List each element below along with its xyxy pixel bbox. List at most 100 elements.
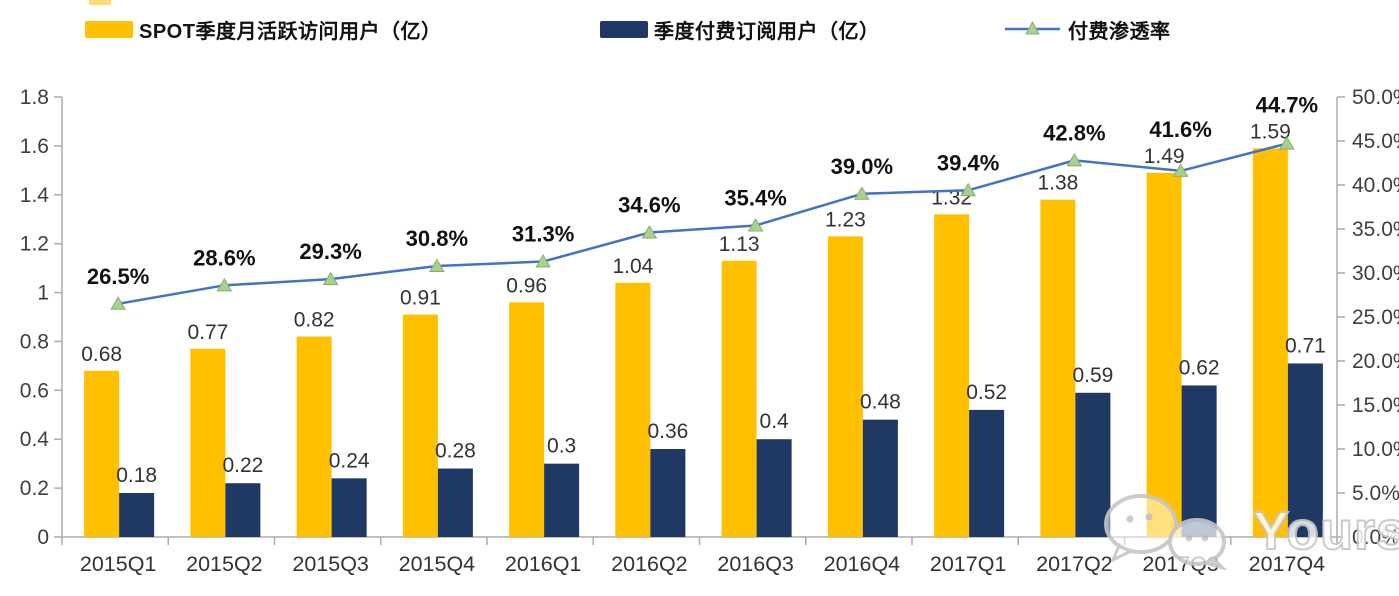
subs-bar-swatch	[600, 20, 648, 38]
legend-label-penetration: 付费渗透率	[1068, 20, 1171, 43]
subs-bar	[862, 419, 898, 537]
penetration-label: 30.8%	[406, 226, 468, 251]
x-axis-label: 2015Q4	[399, 552, 476, 576]
right-axis-tick-label: 0.0%	[1352, 526, 1399, 549]
x-axis-label: 2015Q2	[186, 552, 263, 576]
mau-bar-label: 1.59	[1250, 120, 1291, 143]
x-axis-label: 2015Q3	[292, 552, 369, 576]
subs-bar	[331, 478, 367, 537]
mau-bar-swatch	[85, 20, 133, 38]
penetration-line-swatch	[1005, 20, 1060, 38]
left-axis-tick-label: 1.8	[20, 86, 49, 109]
right-axis-tick-label: 50.0%	[1352, 86, 1399, 109]
legend-label-subs: 季度付费订阅用户（亿）	[654, 20, 880, 43]
mau-bar-label: 1.04	[612, 255, 653, 278]
left-axis-tick-label: 0.2	[20, 477, 49, 500]
x-axis-label: 2017Q3	[1142, 552, 1219, 576]
left-axis-tick-label: 1.4	[20, 184, 50, 207]
penetration-marker	[1279, 136, 1295, 150]
subs-bar	[119, 493, 155, 537]
penetration-label: 29.3%	[299, 239, 361, 264]
mau-bar	[721, 260, 757, 537]
subs-bar	[225, 483, 261, 537]
mau-bar-label: 1.38	[1037, 172, 1078, 195]
mau-bar	[1040, 199, 1076, 537]
mau-bar	[1252, 148, 1288, 538]
mau-bar	[615, 282, 651, 537]
left-axis-tick-label: 1.2	[20, 233, 49, 256]
penetration-label: 44.7%	[1256, 92, 1318, 117]
penetration-label: 28.6%	[193, 245, 255, 270]
right-axis-tick-label: 35.0%	[1352, 218, 1399, 241]
penetration-marker	[854, 186, 870, 200]
left-axis-tick-label: 0	[37, 526, 49, 549]
x-axis-label: 2017Q4	[1249, 552, 1326, 576]
subs-bar-label: 0.71	[1285, 334, 1326, 357]
crop-artifact	[89, 0, 111, 5]
mau-bar	[1146, 172, 1182, 537]
mau-bar-label: 0.91	[400, 287, 441, 310]
subs-bar-label: 0.48	[860, 391, 901, 414]
subs-bar	[544, 463, 580, 537]
subs-bar-label: 0.59	[1072, 364, 1113, 387]
subs-bar	[1075, 392, 1111, 537]
penetration-label: 34.6%	[618, 193, 680, 218]
x-axis-label: 2016Q1	[505, 552, 582, 576]
penetration-marker	[322, 271, 339, 286]
penetration-label: 31.3%	[512, 222, 574, 247]
left-axis-tick-label: 0.8	[20, 330, 49, 353]
penetration-marker	[960, 182, 976, 197]
subs-bar	[1181, 385, 1217, 537]
x-axis-label: 2016Q4	[824, 552, 901, 576]
legend-item-subs: 季度付费订阅用户（亿）	[600, 16, 880, 43]
right-axis-tick-label: 5.0%	[1352, 482, 1399, 505]
right-axis-tick-label: 40.0%	[1352, 174, 1399, 197]
penetration-label: 39.4%	[937, 150, 999, 175]
mau-bar	[509, 302, 545, 537]
x-axis-label: 2016Q3	[717, 552, 794, 576]
subs-bar-label: 0.62	[1179, 356, 1220, 379]
right-axis-tick-label: 10.0%	[1352, 438, 1399, 461]
penetration-label: 35.4%	[724, 185, 786, 210]
subs-bar	[756, 439, 792, 537]
legend-item-penetration: 付费渗透率	[1005, 16, 1171, 43]
penetration-marker	[1066, 152, 1083, 167]
penetration-label: 42.8%	[1043, 120, 1105, 145]
subs-bar-label: 0.22	[222, 454, 263, 477]
right-axis-tick-label: 45.0%	[1352, 130, 1399, 153]
mau-bar-label: 0.68	[81, 343, 122, 366]
subs-bar-label: 0.4	[760, 410, 790, 433]
right-axis-tick-label: 30.0%	[1352, 262, 1399, 285]
x-axis-label: 2017Q1	[930, 552, 1007, 576]
left-axis-tick-label: 0.6	[20, 379, 49, 402]
penetration-label: 39.0%	[831, 154, 893, 179]
mau-bar	[190, 348, 226, 537]
mau-bar-label: 0.82	[294, 309, 335, 332]
penetration-label: 26.5%	[87, 264, 149, 289]
mau-bar-label: 0.77	[187, 321, 228, 344]
penetration-marker	[535, 254, 551, 268]
subs-bar-label: 0.52	[966, 381, 1007, 404]
legend-label-mau: SPOT季度月活跃访问用户（亿）	[139, 20, 442, 43]
mau-bar	[402, 314, 438, 537]
subs-bar	[969, 409, 1005, 537]
subs-bar-label: 0.36	[647, 420, 688, 443]
penetration-marker	[747, 217, 764, 232]
legend-item-mau: SPOT季度月活跃访问用户（亿）	[85, 16, 442, 43]
subs-bar	[437, 468, 473, 537]
legend: SPOT季度月活跃访问用户（亿） 季度付费订阅用户（亿） 付费渗透率	[0, 0, 1399, 56]
mau-bar	[934, 214, 970, 538]
subs-bar-label: 0.3	[547, 435, 576, 458]
mau-bar	[827, 236, 863, 538]
mau-bar	[296, 336, 332, 537]
subs-bar-label: 0.24	[329, 449, 370, 472]
penetration-line	[117, 142, 1288, 306]
left-axis-tick-label: 1	[37, 282, 49, 305]
penetration-marker	[429, 258, 445, 272]
mau-bar-label: 1.13	[719, 233, 760, 256]
right-axis-tick-label: 15.0%	[1352, 394, 1399, 417]
subs-bar	[650, 449, 686, 537]
right-axis-tick-label: 25.0%	[1352, 306, 1399, 329]
